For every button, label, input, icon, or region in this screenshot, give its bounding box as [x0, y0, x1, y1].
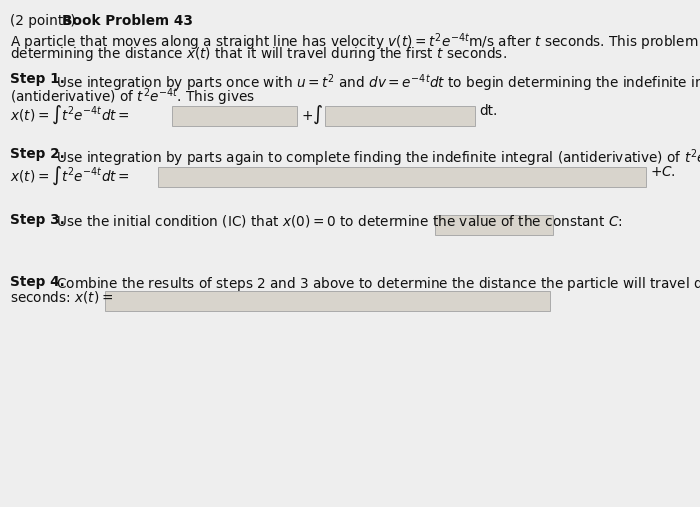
Text: $+\int$: $+\int$: [301, 104, 323, 126]
FancyBboxPatch shape: [158, 167, 646, 187]
FancyBboxPatch shape: [172, 106, 297, 126]
Text: A particle that moves along a straight line has velocity $v(t) = t^2e^{-4t}$m/s : A particle that moves along a straight l…: [10, 31, 700, 53]
Text: (antiderivative) of $t^2e^{-4t}$. This gives: (antiderivative) of $t^2e^{-4t}$. This g…: [10, 86, 255, 107]
Text: Step 1.: Step 1.: [10, 72, 65, 86]
Text: Use the initial condition (IC) that $x(0) = 0$ to determine the value of the con: Use the initial condition (IC) that $x(0…: [52, 213, 623, 229]
Text: (2 points): (2 points): [10, 14, 80, 28]
Text: dt.: dt.: [479, 104, 498, 118]
FancyBboxPatch shape: [325, 106, 475, 126]
Text: seconds: $x(t) = $: seconds: $x(t) = $: [10, 289, 113, 305]
Text: Combine the results of steps 2 and 3 above to determine the distance the particl: Combine the results of steps 2 and 3 abo…: [52, 275, 700, 293]
Text: $x(t) = \int t^2e^{-4t}dt \,\text{=}$: $x(t) = \int t^2e^{-4t}dt \,\text{=}$: [10, 165, 130, 188]
Text: Book Problem 43: Book Problem 43: [62, 14, 193, 28]
Text: $x(t) = \int t^2e^{-4t}dt = $: $x(t) = \int t^2e^{-4t}dt = $: [10, 104, 130, 126]
Text: Step 3.: Step 3.: [10, 213, 65, 227]
Text: Step 2.: Step 2.: [10, 147, 64, 161]
Text: Use integration by parts again to complete finding the indefinite integral (anti: Use integration by parts again to comple…: [52, 147, 700, 169]
Text: Step 4.: Step 4.: [10, 275, 64, 289]
Text: Use integration by parts once with $u = t^2$ and $dv = e^{-4t}dt$ to begin deter: Use integration by parts once with $u = …: [52, 72, 700, 94]
FancyBboxPatch shape: [105, 291, 550, 311]
Text: determining the distance $x(t)$ that it will travel during the first $t$ seconds: determining the distance $x(t)$ that it …: [10, 45, 507, 63]
Text: $+C.$: $+C.$: [650, 165, 676, 179]
FancyBboxPatch shape: [435, 215, 553, 235]
